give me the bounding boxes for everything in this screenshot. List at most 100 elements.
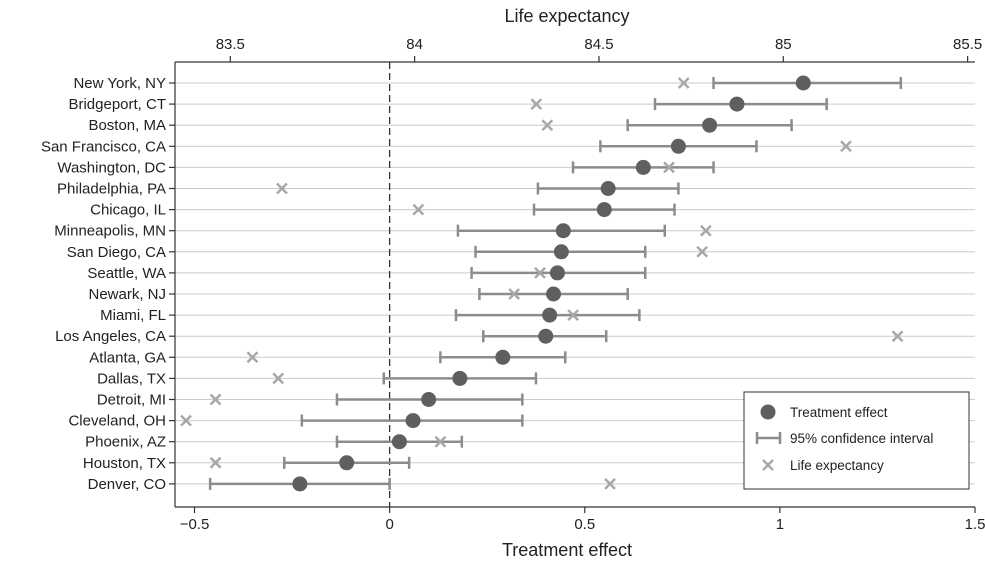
- life-expectancy-marker: [891, 330, 904, 343]
- treatment-effect-markers: [292, 75, 811, 492]
- city-label: Miami, FL: [100, 307, 166, 324]
- treatment-effect-point: [635, 159, 651, 175]
- treatment-effect-point: [670, 138, 686, 154]
- treatment-effect-point: [542, 307, 558, 323]
- axis-ticks: −0.5 0 0.5 1 1.5 83.5 84 84.5 85 85.5: [169, 36, 985, 533]
- city-label: Detroit, MI: [97, 392, 166, 409]
- life-x-stroke: [663, 161, 675, 174]
- bottom-tick-label: 0.5: [574, 516, 595, 533]
- city-label: Dallas, TX: [97, 370, 166, 387]
- city-label: Denver, CO: [88, 476, 166, 493]
- treatment-effect-point: [405, 413, 421, 429]
- city-label: Minneapolis, MN: [54, 223, 166, 240]
- legend-life-label: Life expectancy: [790, 458, 884, 473]
- life-x-stroke: [246, 351, 259, 364]
- life-x-stroke: [276, 182, 288, 195]
- life-x-stroke: [840, 140, 852, 153]
- legend-effect-label: Treatment effect: [790, 405, 888, 420]
- life-x-stroke: [508, 288, 521, 300]
- life-expectancy-marker: [696, 245, 709, 258]
- bottom-axis-title: Treatment effect: [502, 540, 632, 560]
- bottom-tick-label: 1: [776, 516, 784, 533]
- treatment-effect-point: [553, 244, 569, 260]
- treatment-effect-point: [546, 286, 562, 302]
- life-x-stroke: [567, 309, 580, 321]
- life-expectancy-marker: [272, 372, 285, 385]
- life-expectancy-marker: [434, 435, 447, 448]
- life-expectancy-marker: [276, 182, 288, 195]
- treatment-effect-point: [292, 476, 308, 492]
- bottom-tick-label: 1.5: [965, 516, 985, 533]
- life-expectancy-marker: [663, 161, 675, 174]
- life-x-stroke: [541, 119, 554, 132]
- city-label: New York, NY: [73, 75, 166, 92]
- city-label: San Diego, CA: [67, 244, 166, 261]
- life-x-stroke: [696, 245, 709, 258]
- city-label: Washington, DC: [57, 159, 166, 176]
- legend-ci-marker: [755, 432, 782, 444]
- treatment-effect-point: [495, 349, 511, 365]
- life-expectancy-marker: [209, 393, 222, 406]
- treatment-effect-point: [339, 455, 355, 471]
- top-tick-label: 85.5: [953, 36, 982, 53]
- city-label: Philadelphia, PA: [57, 181, 166, 198]
- life-x-stroke: [209, 456, 222, 469]
- legend-effect-marker: [760, 404, 776, 420]
- life-expectancy-marker: [246, 351, 259, 364]
- life-x-stroke: [209, 393, 222, 406]
- life-expectancy-marker: [840, 140, 852, 153]
- bottom-tick-label: 0: [385, 516, 393, 533]
- top-tick-label: 83.5: [216, 36, 245, 53]
- life-expectancy-marker: [508, 288, 521, 300]
- city-label: Boston, MA: [88, 117, 166, 134]
- city-label: Atlanta, GA: [89, 349, 166, 366]
- top-tick-label: 84.5: [584, 36, 613, 53]
- life-expectancy-marker: [677, 77, 690, 89]
- life-expectancy-markers: [180, 77, 904, 490]
- treatment-effect-point: [702, 117, 718, 133]
- top-tick-label: 85: [775, 36, 792, 53]
- life-expectancy-marker: [604, 478, 616, 490]
- city-label: Los Angeles, CA: [55, 328, 166, 345]
- life-expectancy-marker: [180, 414, 192, 427]
- city-label: Cleveland, OH: [68, 413, 166, 430]
- treatment-effect-point: [391, 434, 407, 450]
- legend: Treatment effect 95% confidence interval…: [743, 391, 970, 490]
- treatment-effect-point: [421, 392, 437, 407]
- city-label: Newark, NJ: [88, 286, 166, 303]
- bottom-tick-label: −0.5: [180, 516, 210, 533]
- treatment-effect-point: [600, 181, 616, 196]
- life-x-stroke: [530, 98, 543, 110]
- life-x-stroke: [891, 330, 904, 343]
- top-tick-label: 84: [406, 36, 423, 53]
- treatment-effect-point: [729, 96, 745, 112]
- plot-frame: [174, 61, 975, 508]
- life-expectancy-marker: [412, 203, 425, 216]
- legend-box: [743, 391, 970, 490]
- city-label: San Francisco, CA: [41, 138, 166, 155]
- life-x-stroke: [677, 77, 690, 89]
- life-x-stroke: [272, 372, 285, 385]
- city-labels: New York, NY Bridgeport, CT Boston, MA San …: [41, 75, 166, 493]
- life-x-stroke: [534, 267, 546, 279]
- life-expectancy-marker: [699, 224, 712, 237]
- city-label: Phoenix, AZ: [85, 434, 166, 451]
- treatment-effect-point: [452, 370, 468, 386]
- city-label: Bridgeport, CT: [68, 96, 166, 113]
- treatment-effect-point: [555, 223, 571, 239]
- top-axis-title: Life expectancy: [504, 6, 629, 26]
- life-x-stroke: [412, 203, 425, 216]
- life-expectancy-marker: [530, 98, 543, 110]
- life-expectancy-marker: [567, 309, 580, 321]
- city-label: Chicago, IL: [90, 202, 166, 219]
- city-label: Houston, TX: [83, 455, 166, 472]
- life-x-stroke: [604, 478, 616, 490]
- treatment-effect-point: [549, 265, 565, 281]
- life-x-stroke: [699, 224, 712, 237]
- life-expectancy-marker: [534, 267, 546, 279]
- city-label: Seattle, WA: [87, 265, 166, 282]
- life-expectancy-marker: [541, 119, 554, 132]
- treatment-effect-point: [596, 202, 612, 218]
- legend-life-marker: [762, 459, 774, 471]
